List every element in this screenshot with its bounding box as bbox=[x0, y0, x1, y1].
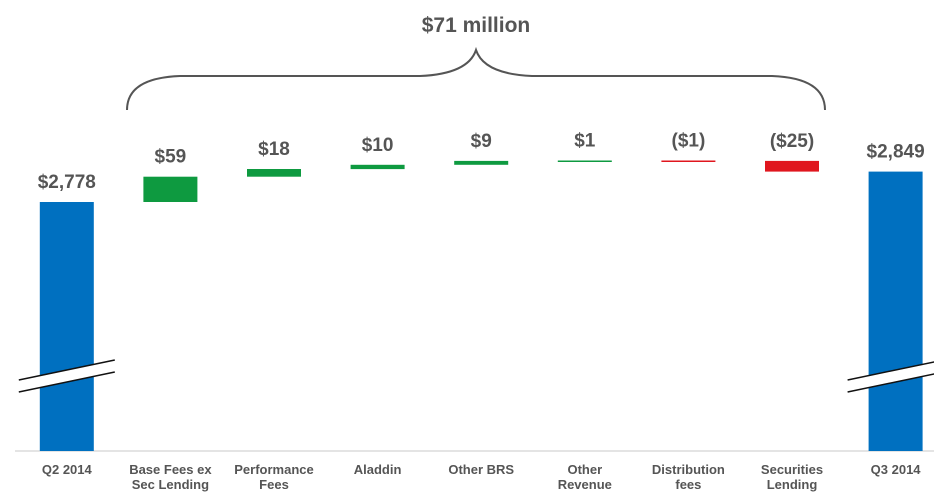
value-label-4: $9 bbox=[471, 131, 492, 152]
value-label-8: $2,849 bbox=[867, 142, 925, 163]
value-label-1: $59 bbox=[155, 147, 187, 168]
bars-layer bbox=[39, 160, 923, 451]
category-label-5: Other bbox=[567, 462, 602, 477]
value-label-5: $1 bbox=[574, 131, 596, 152]
total-change-label: $71 million bbox=[422, 14, 531, 37]
axis-break-mark-8-b bbox=[847, 373, 934, 393]
category-label-1: Base Fees ex bbox=[129, 462, 212, 477]
value-label-3: $10 bbox=[362, 135, 394, 156]
category-label-2: Performance bbox=[234, 462, 313, 477]
axis-break-gap-8 bbox=[847, 361, 934, 392]
category-label-6-line2: fees bbox=[675, 477, 701, 492]
category-label-0: Q2 2014 bbox=[42, 462, 93, 477]
category-label-8: Q3 2014 bbox=[871, 462, 922, 477]
value-label-0: $2,778 bbox=[38, 172, 96, 193]
axis-break-mark-0-b bbox=[18, 371, 115, 393]
value-label-6: ($1) bbox=[672, 131, 706, 152]
bar-7 bbox=[765, 160, 819, 172]
value-label-7: ($25) bbox=[770, 131, 814, 152]
category-label-2-line2: Fees bbox=[259, 477, 289, 492]
axis-break-gap-0 bbox=[18, 360, 115, 392]
bar-6 bbox=[661, 160, 716, 162]
category-label-4: Other BRS bbox=[448, 462, 514, 477]
bar-5 bbox=[557, 160, 612, 162]
bar-3 bbox=[350, 164, 405, 170]
bar-0 bbox=[39, 202, 94, 451]
total-change-brace bbox=[126, 46, 826, 111]
bar-2 bbox=[247, 169, 301, 177]
category-label-1-line2: Sec Lending bbox=[132, 477, 209, 492]
axis-break-mark-8 bbox=[847, 361, 934, 381]
bar-4 bbox=[454, 160, 509, 165]
category-label-5-line2: Revenue bbox=[558, 477, 612, 492]
category-label-6: Distribution bbox=[652, 462, 725, 477]
value-label-2: $18 bbox=[258, 139, 290, 160]
category-label-7-line2: Lending bbox=[767, 477, 818, 492]
axis-break-mark-0 bbox=[18, 359, 115, 381]
brace-layer: $71 million bbox=[126, 14, 826, 111]
bar-8 bbox=[868, 171, 923, 451]
category-label-7: Securities bbox=[761, 462, 823, 477]
category-label-3: Aladdin bbox=[354, 462, 402, 477]
bar-1 bbox=[143, 176, 198, 202]
